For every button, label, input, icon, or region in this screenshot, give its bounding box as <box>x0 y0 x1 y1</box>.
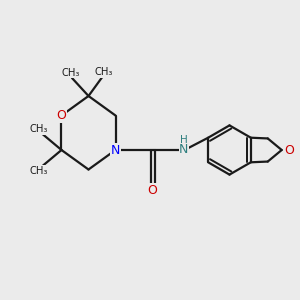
Text: O: O <box>148 184 157 197</box>
Text: N: N <box>111 143 120 157</box>
Text: O: O <box>284 143 294 157</box>
Text: N: N <box>179 143 189 156</box>
Text: H: H <box>180 135 188 146</box>
Text: CH₃: CH₃ <box>29 166 48 176</box>
Text: O: O <box>57 109 66 122</box>
Text: CH₃: CH₃ <box>94 67 113 77</box>
Text: CH₃: CH₃ <box>29 124 48 134</box>
Text: CH₃: CH₃ <box>61 68 80 78</box>
